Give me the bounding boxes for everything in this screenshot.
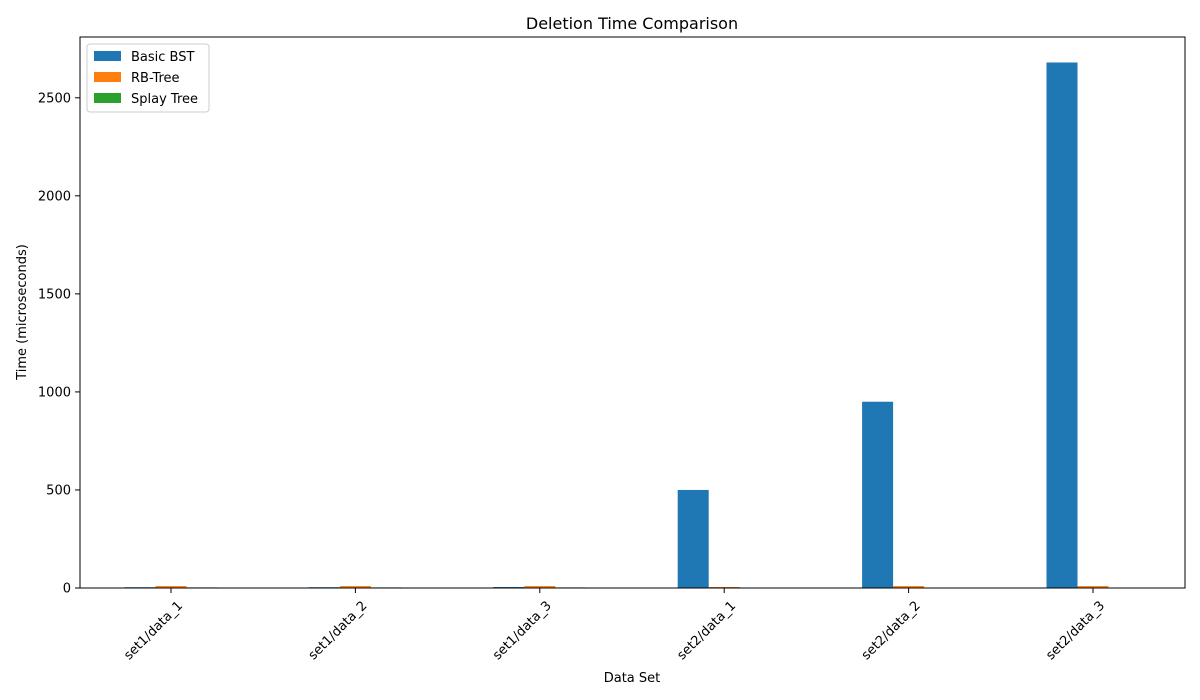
y-tick-label: 0: [63, 582, 71, 597]
bars-group: [124, 62, 1140, 589]
bar-rb-tree-1: [339, 586, 371, 588]
x-tick-label: set2/data_2: [859, 598, 924, 663]
legend-swatch: [94, 51, 121, 61]
x-tick-label: set1/data_3: [490, 598, 555, 663]
legend: Basic BST RB-Tree Splay Tree: [86, 43, 210, 113]
plot-frame: [79, 36, 1186, 589]
y-axis-label: Time (microseconds): [15, 244, 30, 381]
x-axis: set1/data_1 set1/data_2 set1/data_3 set2/da…: [121, 588, 1108, 663]
x-tick-label: set2/data_3: [1043, 598, 1108, 663]
legend-swatch: [94, 93, 121, 103]
bar-basic-bst-4: [862, 401, 894, 588]
x-axis-label: Data Set: [604, 671, 661, 686]
y-tick-label: 1000: [38, 385, 71, 400]
x-tick-label: set1/data_1: [121, 598, 186, 663]
chart-title: Deletion Time Comparison: [526, 14, 738, 33]
x-tick-label: set2/data_1: [674, 598, 739, 663]
x-tick-label: set1/data_2: [306, 598, 371, 663]
y-tick-label: 1500: [38, 287, 71, 302]
legend-label: Splay Tree: [131, 92, 198, 107]
legend-label: RB-Tree: [131, 71, 180, 86]
legend-swatch: [94, 72, 121, 82]
y-tick-label: 500: [46, 483, 71, 498]
y-axis: 0 500 1000 1500 2000 2500: [38, 91, 80, 597]
legend-label: Basic BST: [131, 50, 194, 65]
bar-rb-tree-0: [155, 586, 187, 588]
bar-rb-tree-4: [893, 586, 925, 588]
bar-basic-bst-3: [677, 489, 709, 588]
bar-rb-tree-2: [524, 586, 556, 588]
y-tick-label: 2000: [38, 189, 71, 204]
bar-rb-tree-5: [1077, 586, 1109, 588]
bar-basic-bst-5: [1046, 62, 1078, 589]
y-tick-label: 2500: [38, 91, 71, 106]
